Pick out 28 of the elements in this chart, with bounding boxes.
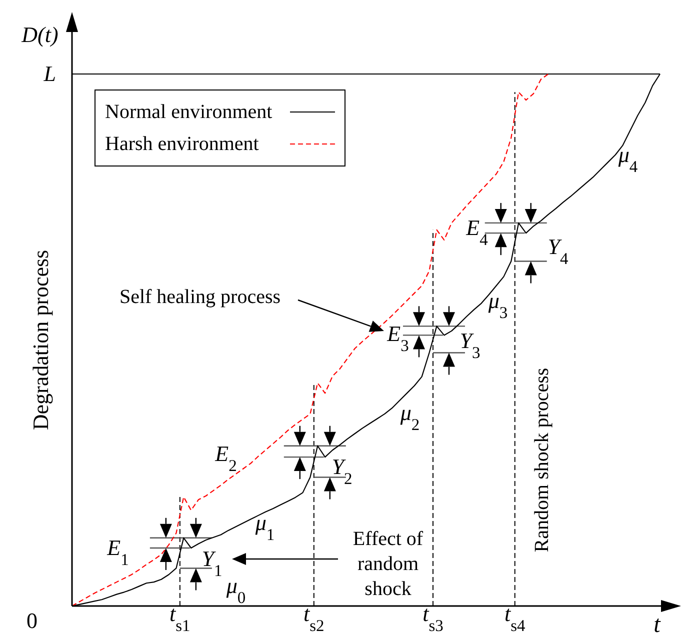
- ref-line-label: L: [42, 61, 56, 86]
- annotation: t$_{s4}$: [504, 601, 526, 634]
- annotation: μ$_{4}$: [617, 142, 638, 176]
- annotation: Y$_{3}$: [460, 328, 480, 362]
- text: D(t): [20, 22, 58, 47]
- annotation: t$_{s3}$: [422, 601, 444, 634]
- annotation: t$_{s1}$: [170, 601, 190, 634]
- annotation: Y$_{1}$: [202, 546, 222, 580]
- annotation: E$_{1}$: [106, 535, 129, 568]
- annotation: Random shock process: [531, 368, 553, 552]
- annotation: E$_{3}$: [386, 321, 409, 354]
- annotation: Self healing process: [119, 286, 281, 308]
- annotation: μ$_{1}$: [254, 510, 275, 544]
- annotation: Y$_{2}$: [332, 454, 352, 488]
- annotation: Y$_{4}$: [548, 234, 568, 268]
- y-axis-title: Degradation process: [28, 250, 53, 430]
- annotation: μ$_{3}$: [487, 288, 508, 322]
- legend-label: Harsh environment: [105, 133, 260, 155]
- annotation: μ$_{2}$: [399, 400, 420, 434]
- annotation: E$_{2}$: [214, 441, 237, 474]
- annotation: E$_{4}$: [465, 215, 488, 248]
- text: μ: [226, 573, 238, 598]
- text: 0: [26, 608, 38, 633]
- x-axis-title: t: [654, 612, 662, 636]
- legend-label: Normal environment: [105, 101, 273, 123]
- annotation: Effect of random shock: [352, 528, 424, 600]
- annotation: t$_{s2}$: [304, 601, 324, 634]
- annotation: 0: [237, 588, 246, 606]
